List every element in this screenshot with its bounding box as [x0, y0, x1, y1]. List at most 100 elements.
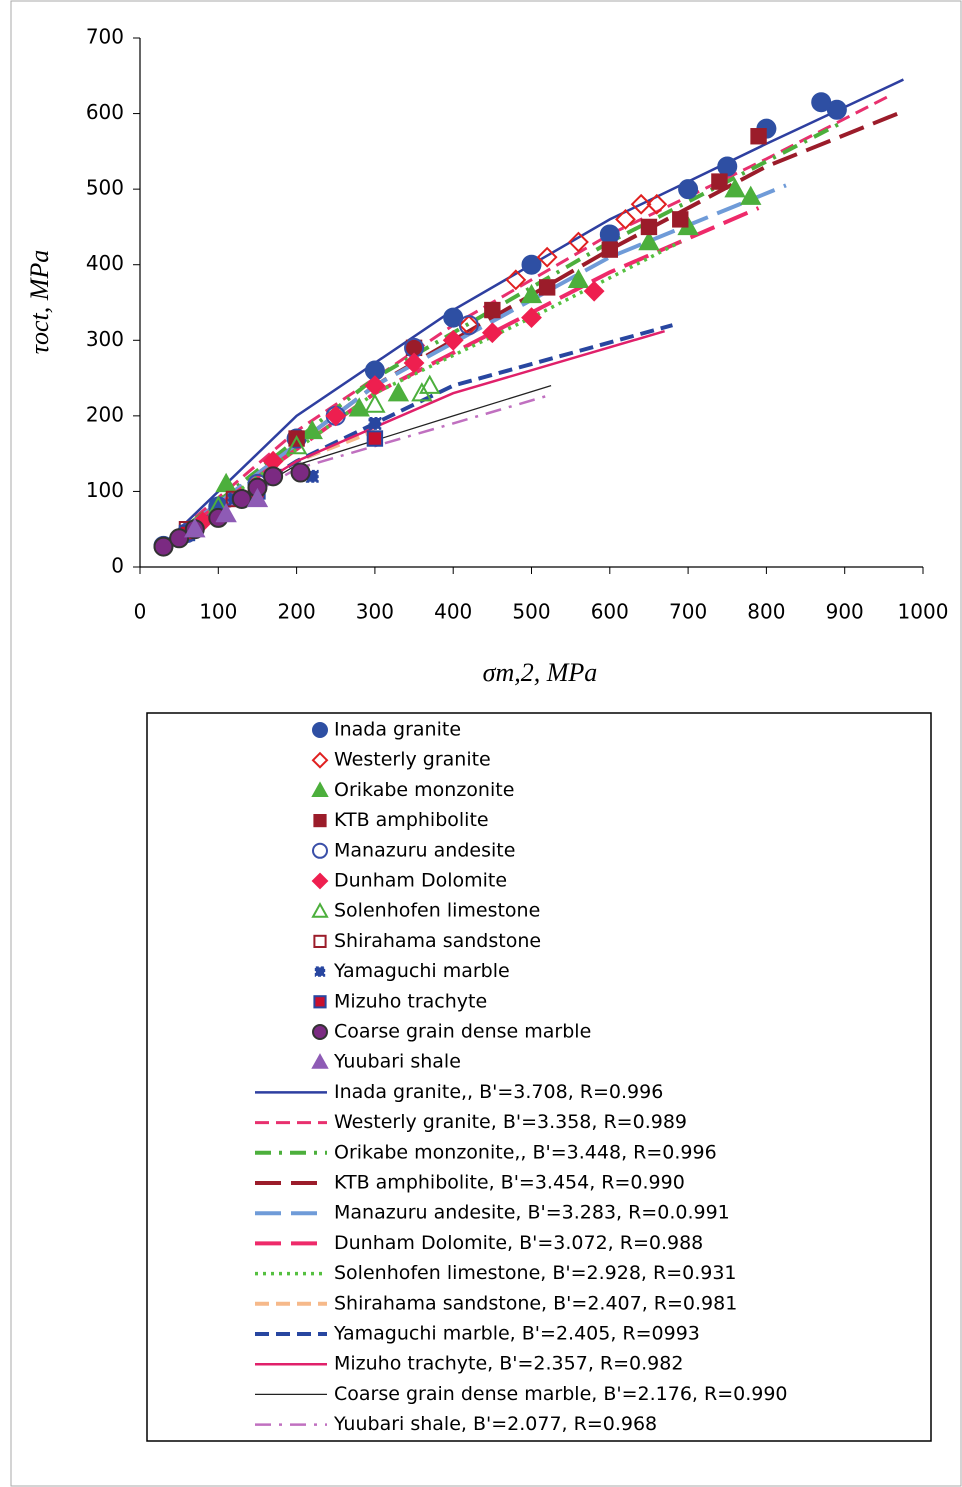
data-point: [678, 179, 699, 200]
data-point: [640, 218, 658, 236]
data-point: [368, 417, 382, 430]
data-point: [290, 462, 311, 483]
data-point: [263, 466, 284, 487]
x-tick-label: 600: [591, 600, 629, 624]
y-tick-label: 700: [86, 25, 124, 49]
legend-label: Manazuru andesite: [334, 839, 515, 861]
legend-label: Dunham Dolomite, B'=3.072, R=0.988: [334, 1232, 703, 1254]
legend-label: Yamaguchi marble, B'=2.405, R=0993: [333, 1323, 700, 1345]
legend-symbol: [312, 722, 328, 738]
fit-line: [162, 93, 893, 546]
legend-label: Solenhofen limestone, B'=2.928, R=0.931: [334, 1262, 737, 1284]
y-axis-label: τoct, MPa: [25, 250, 54, 355]
data-point: [325, 405, 347, 427]
data-point: [724, 178, 746, 198]
legend-label: Shirahama sandstone, B'=2.407, R=0.981: [334, 1292, 737, 1314]
x-tick-label: 700: [669, 600, 707, 624]
legend-label: Dunham Dolomite: [334, 870, 507, 892]
data-point: [481, 322, 503, 344]
legend-label: Solenhofen limestone: [334, 900, 540, 922]
data-point: [646, 193, 668, 215]
data-point: [717, 156, 738, 177]
legend-symbol: [311, 902, 329, 918]
x-axis-label: σm,2, MPa: [483, 658, 598, 687]
data-point: [387, 382, 410, 402]
data-point: [348, 397, 370, 417]
fit-line: [162, 109, 905, 546]
x-tick-label: 1000: [898, 600, 949, 624]
data-point: [740, 185, 762, 205]
y-tick-label: 400: [86, 251, 124, 275]
legend-box: [146, 712, 932, 1442]
legend-label: Westerly granite, B'=3.358, R=0.989: [334, 1111, 687, 1133]
legend-label: Inada granite,, B'=3.708, R=0.996: [334, 1081, 663, 1103]
data-point: [285, 435, 308, 455]
legend-label: Manazuru andesite, B'=3.283, R=0.0.991: [334, 1202, 730, 1224]
legend-symbol: [313, 934, 327, 948]
legend-label: Orikabe monzonite: [334, 779, 514, 801]
legend-symbol: [313, 995, 327, 1009]
legend-label: Mizuho trachyte: [334, 990, 487, 1012]
data-point: [366, 430, 384, 447]
legend-symbol: [311, 872, 329, 890]
data-point: [538, 279, 556, 296]
data-point: [231, 488, 252, 509]
x-tick-label: 100: [199, 600, 237, 624]
data-point: [246, 487, 269, 508]
x-tick-label: 800: [747, 600, 785, 624]
data-point: [583, 280, 605, 302]
data-point: [672, 211, 689, 228]
y-tick-label: 200: [86, 402, 124, 426]
y-tick-label: 300: [86, 327, 124, 351]
legend-label: KTB amphibolite: [334, 809, 489, 831]
legend-symbol: [312, 842, 328, 859]
data-point: [521, 254, 542, 275]
legend-label: Yuubari shale, B'=2.077, R=0.968: [333, 1413, 657, 1435]
x-tick-label: 900: [826, 600, 864, 624]
data-point: [215, 503, 237, 523]
legend-label: Westerly granite: [334, 749, 491, 771]
legend-symbol: [311, 781, 329, 797]
x-tick-label: 500: [512, 600, 550, 624]
legend-symbol: [312, 1024, 328, 1040]
data-point: [364, 393, 386, 413]
legend-label: Yamaguchi marble: [333, 960, 510, 982]
legend-symbol: [311, 751, 329, 769]
x-tick-label: 400: [434, 600, 472, 624]
frame: [10, 0, 962, 1487]
data-point: [750, 128, 767, 145]
legend-symbol: [314, 966, 326, 977]
y-tick-label: 500: [86, 176, 124, 200]
legend-label: Shirahama sandstone: [334, 930, 541, 952]
data-point: [826, 99, 847, 120]
legend-symbol: [313, 814, 327, 828]
data-point: [443, 307, 464, 328]
legend-label: Mizuho trachyte, B'=2.357, R=0.982: [334, 1353, 683, 1375]
y-tick-label: 600: [86, 100, 124, 124]
legend-label: Inada granite: [334, 719, 461, 741]
data-point: [458, 315, 479, 336]
y-tick-label: 100: [86, 478, 124, 502]
data-point: [568, 231, 589, 253]
data-point: [169, 528, 190, 549]
data-point: [601, 241, 618, 258]
data-point: [301, 419, 323, 440]
legend-label: KTB amphibolite, B'=3.454, R=0.990: [334, 1172, 685, 1194]
data-point: [184, 518, 206, 538]
legend-label: Coarse grain dense marble, B'=2.176, R=0…: [334, 1383, 788, 1405]
data-point: [711, 173, 728, 190]
legend-label: Orikabe monzonite,, B'=3.448, R=0.996: [334, 1141, 717, 1163]
x-tick-label: 300: [356, 600, 394, 624]
data-point: [615, 208, 636, 230]
data-point: [536, 246, 558, 268]
legend-label: Coarse grain dense marble: [334, 1021, 591, 1043]
data-point: [638, 230, 660, 251]
x-tick-label: 0: [134, 600, 147, 624]
data-point: [505, 269, 527, 291]
legend-symbol: [311, 1053, 329, 1069]
data-point: [442, 329, 464, 351]
y-tick-label: 0: [111, 554, 124, 578]
legend-label: Yuubari shale: [333, 1051, 461, 1073]
data-point: [599, 224, 620, 245]
